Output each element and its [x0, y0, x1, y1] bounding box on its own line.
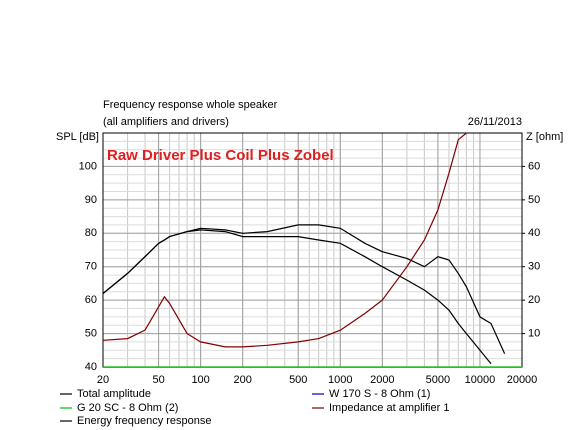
- legend-label: G 20 SC - 8 Ohm (2): [77, 402, 178, 414]
- chart-title: Frequency response whole speaker: [103, 99, 278, 111]
- x-tick-label: 20: [97, 374, 109, 386]
- x-tick-label: 5000: [426, 374, 450, 386]
- y2-tick-label: 50: [528, 194, 540, 206]
- chart-subtitle: (all amplifiers and drivers): [103, 116, 229, 128]
- legend-label: Energy frequency response: [77, 415, 212, 427]
- y2-tick-label: 40: [528, 227, 540, 239]
- y2-tick-label: 10: [528, 327, 540, 339]
- y-tick-label: 70: [85, 261, 97, 273]
- y-tick-label: 60: [85, 294, 97, 306]
- x-tick-label: 50: [152, 374, 164, 386]
- legend-label: W 170 S - 8 Ohm (1): [329, 388, 430, 400]
- y2-axis-label: Z [ohm]: [526, 131, 563, 143]
- annotation: Raw Driver Plus Coil Plus Zobel: [107, 147, 334, 164]
- y-tick-label: 80: [85, 227, 97, 239]
- y-tick-label: 100: [79, 160, 97, 172]
- x-tick-label: 20000: [507, 374, 538, 386]
- plot-lines: [103, 133, 522, 367]
- x-tick-label: 1000: [328, 374, 352, 386]
- y2-tick-label: 20: [528, 294, 540, 306]
- y-tick-label: 40: [85, 361, 97, 373]
- y-tick-label: 90: [85, 194, 97, 206]
- x-tick-label: 500: [289, 374, 307, 386]
- legend-label: Impedance at amplifier 1: [329, 402, 449, 414]
- y-axis-label: SPL [dB]: [56, 131, 99, 143]
- date: 26/11/2013: [468, 116, 522, 128]
- series-line: [103, 133, 522, 348]
- y2-tick-label: 30: [528, 261, 540, 273]
- series-line: [103, 229, 492, 365]
- x-tick-label: 100: [191, 374, 209, 386]
- x-tick-label: 200: [233, 374, 251, 386]
- y2-tick-label: 60: [528, 160, 540, 172]
- x-tick-label: 10000: [465, 374, 496, 386]
- x-tick-label: 2000: [370, 374, 394, 386]
- y-tick-label: 50: [85, 327, 97, 339]
- legend-label: Total amplitude: [77, 388, 151, 400]
